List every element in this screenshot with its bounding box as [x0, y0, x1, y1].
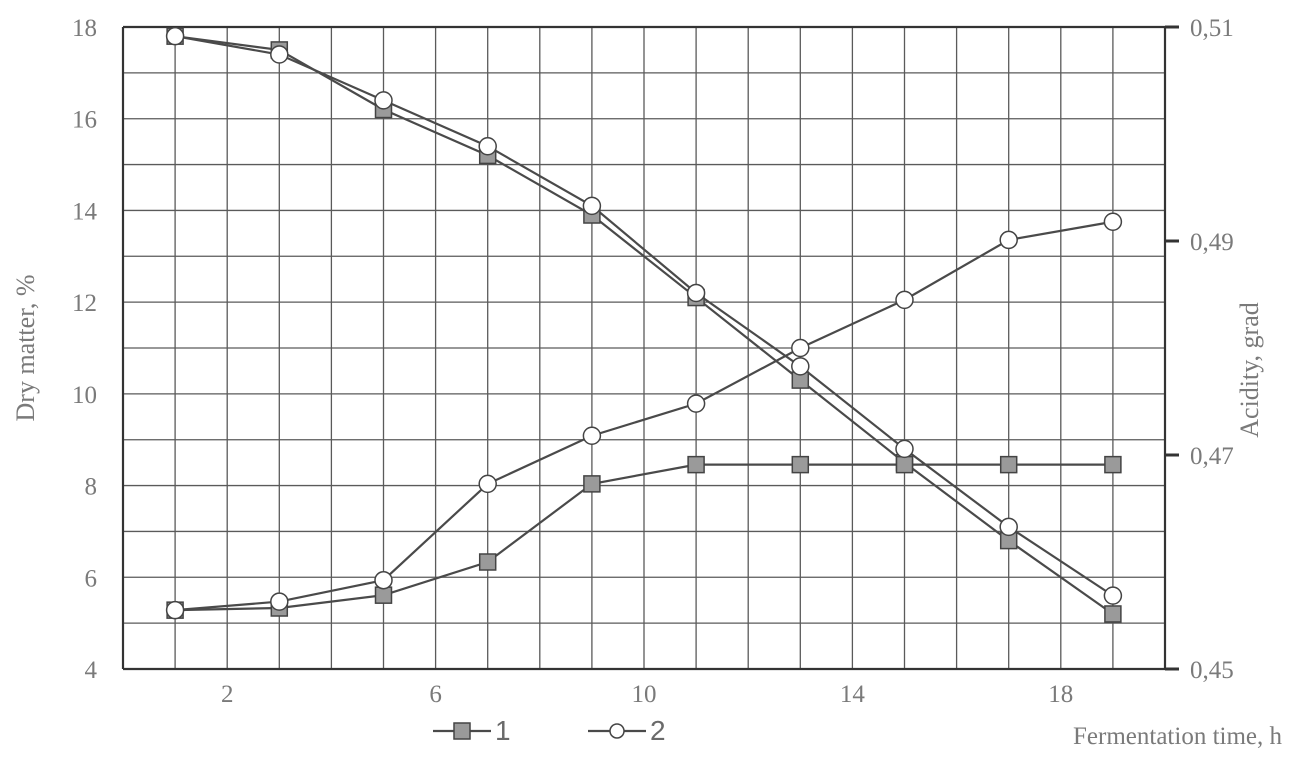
series-2-dry-matter-point [582, 196, 602, 216]
series-1-acidity-point [478, 553, 497, 571]
series-2-dry-matter-point [791, 357, 810, 376]
y-left-tick-label: 10 [72, 382, 97, 409]
y-axis-left-label: Dry matter, % [11, 275, 40, 422]
series-2-acidity-point [374, 570, 393, 590]
series-2-acidity-point [999, 230, 1018, 250]
series-2-dry-matter-point [999, 517, 1018, 537]
series-2-dry-matter-point [270, 45, 289, 64]
x-tick-label: 14 [840, 681, 866, 708]
series-1-acidity-line [175, 463, 1113, 612]
series-2-dry-matter-point [686, 283, 706, 303]
y-left-tick-label: 12 [72, 290, 97, 317]
legend-marker-circle [609, 723, 625, 739]
series-2-dry-matter-point [165, 26, 185, 46]
series-2-dry-matter-point [895, 439, 914, 459]
series-2-acidity-point [165, 600, 185, 620]
x-tick-label: 6 [429, 681, 442, 708]
x-tick-label: 18 [1048, 681, 1073, 708]
series-1-acidity-point [999, 455, 1018, 474]
series-1-acidity-point [1104, 455, 1122, 474]
series-1-dry-matter-line [174, 35, 1114, 615]
series-1-dry-matter-point [1104, 605, 1122, 623]
series-2-acidity-point [686, 394, 706, 413]
tick-labels: 2 6 10 14 18 4 6 8 10 12 14 16 18 0,45 0,47 0,49 0,51 [72, 15, 1234, 708]
series-2-acidity-line [175, 220, 1114, 612]
y-axis-right-label: Acidity, grad [1235, 302, 1264, 438]
y-left-tick-label: 14 [72, 198, 98, 225]
y-left-tick-label: 6 [85, 565, 98, 592]
y-right-tick-label: 0,45 [1190, 657, 1234, 684]
series-1-acidity-point [895, 455, 914, 474]
series-2-acidity-point [1103, 212, 1123, 231]
y-left-tick-label: 16 [72, 107, 97, 134]
series-1-acidity-point [583, 475, 601, 493]
series-1-acidity-point [791, 455, 810, 474]
series-2-dry-matter-point [374, 91, 393, 110]
y-right-tick-label: 0,49 [1190, 229, 1234, 256]
grid [121, 25, 1179, 671]
series-2-acidity-point [270, 592, 289, 611]
series-1-acidity-point [687, 455, 705, 474]
series-2-acidity-point [478, 474, 497, 494]
x-axis-label: Fermentation time, h [1073, 723, 1282, 750]
y-right-tick-label: 0,51 [1190, 15, 1234, 42]
series-2-dry-matter-point [478, 136, 497, 156]
legend-label-2: 2 [650, 715, 666, 746]
legend-label-1: 1 [495, 715, 511, 746]
x-tick-label: 2 [221, 681, 234, 708]
y-right-tick-label: 0,47 [1190, 443, 1234, 470]
series-1-acidity-point [374, 586, 393, 604]
x-tick-label: 10 [632, 681, 657, 708]
series-2-acidity-point [582, 426, 602, 445]
series-2-acidity-point [895, 290, 914, 310]
series-2-dry-matter-point [1103, 586, 1123, 605]
legend-marker-square [453, 722, 471, 740]
series-2-dry-matter-line [174, 35, 1114, 597]
y-left-tick-label: 4 [85, 657, 98, 684]
series-layer [165, 26, 1123, 623]
series-2-acidity-point [791, 338, 810, 358]
y-left-tick-label: 8 [85, 474, 98, 501]
y-left-tick-label: 18 [72, 15, 97, 42]
